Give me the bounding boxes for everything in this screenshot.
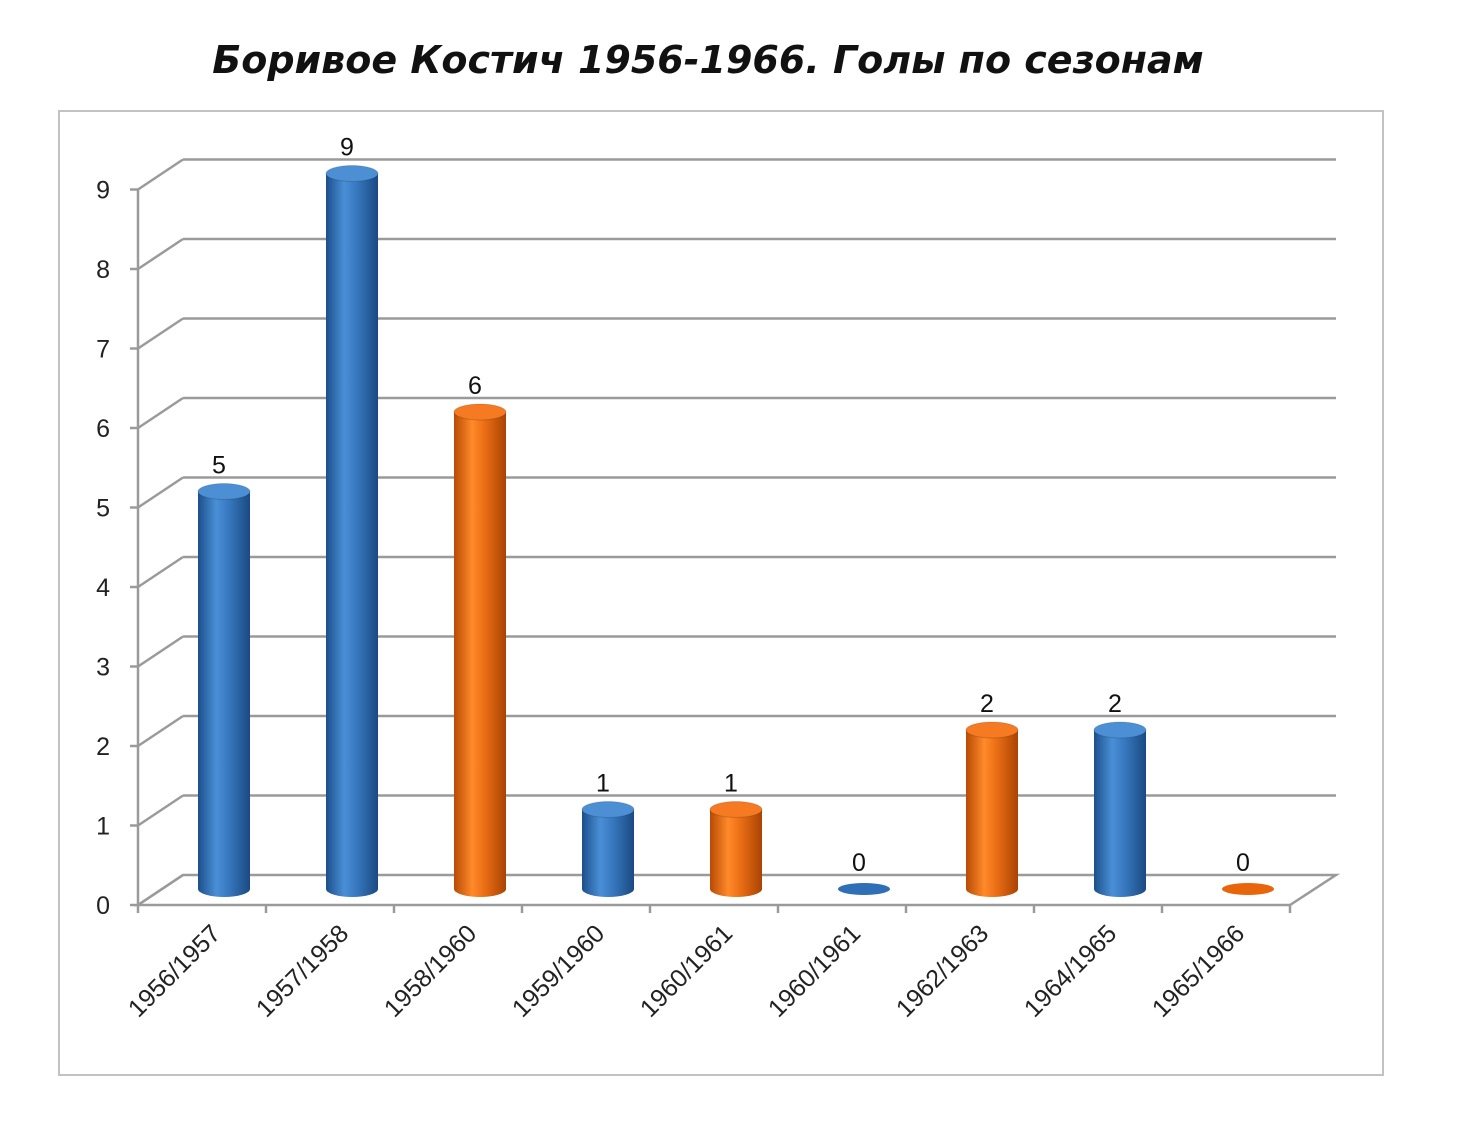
y-tick-label: 4 (96, 574, 110, 602)
bar (1222, 883, 1274, 895)
bar-top (709, 801, 763, 818)
x-tick-label: 1960/1961 (635, 919, 738, 1022)
side-wall-line (137, 555, 184, 589)
data-label: 1 (724, 770, 738, 798)
data-label: 5 (212, 452, 226, 480)
side-wall-line (137, 158, 184, 191)
chart-frame (58, 110, 1384, 1076)
y-tick-label: 9 (96, 177, 110, 205)
chart-title: Боривое Костич 1956-1966. Голы по сезона… (212, 38, 1204, 82)
bar-top (581, 801, 635, 818)
x-tick-label: 1956/1957 (123, 919, 226, 1022)
bar-top (453, 403, 507, 421)
bar (326, 173, 378, 897)
side-wall-line (137, 476, 184, 509)
y-tick-label: 5 (96, 495, 110, 523)
y-tick-label: 6 (96, 415, 110, 443)
bar (454, 412, 506, 897)
y-tick-label: 7 (96, 336, 110, 364)
y-tick-label: 8 (96, 256, 110, 284)
y-tick-label: 3 (96, 654, 110, 682)
side-wall-line (137, 396, 184, 430)
bar-top (1093, 721, 1147, 739)
x-tick-label: 1959/1960 (507, 919, 610, 1022)
y-tick-label: 1 (96, 813, 110, 841)
data-label: 9 (340, 134, 354, 162)
bar (710, 809, 762, 897)
y-tick-label: 0 (96, 892, 110, 920)
x-tick-label: 1957/1958 (251, 919, 354, 1022)
bar-top (325, 165, 379, 182)
data-label: 6 (468, 372, 482, 400)
x-tick-label: 1964/1965 (1019, 919, 1122, 1022)
bar (1094, 730, 1146, 897)
bar-top (197, 483, 251, 500)
x-tick-label: 1958/1960 (379, 919, 482, 1022)
x-tick-label: 1962/1963 (891, 919, 994, 1022)
side-wall-line (137, 635, 184, 668)
side-wall-line (137, 714, 184, 748)
y-tick-label: 2 (96, 733, 110, 761)
bar (198, 491, 250, 897)
side-wall-line (137, 794, 184, 827)
x-tick-label: 1960/1961 (763, 919, 866, 1022)
data-label: 0 (852, 849, 866, 877)
data-label: 2 (1108, 690, 1122, 718)
x-tick-label: 1965/1966 (1147, 919, 1250, 1022)
bar (582, 809, 634, 897)
bar-top (965, 721, 1019, 739)
bar (966, 730, 1018, 897)
side-wall-line (137, 237, 184, 271)
bar (838, 883, 890, 895)
data-label: 2 (980, 690, 994, 718)
side-wall-line (137, 317, 184, 350)
data-label: 0 (1236, 849, 1250, 877)
data-label: 1 (596, 770, 610, 798)
